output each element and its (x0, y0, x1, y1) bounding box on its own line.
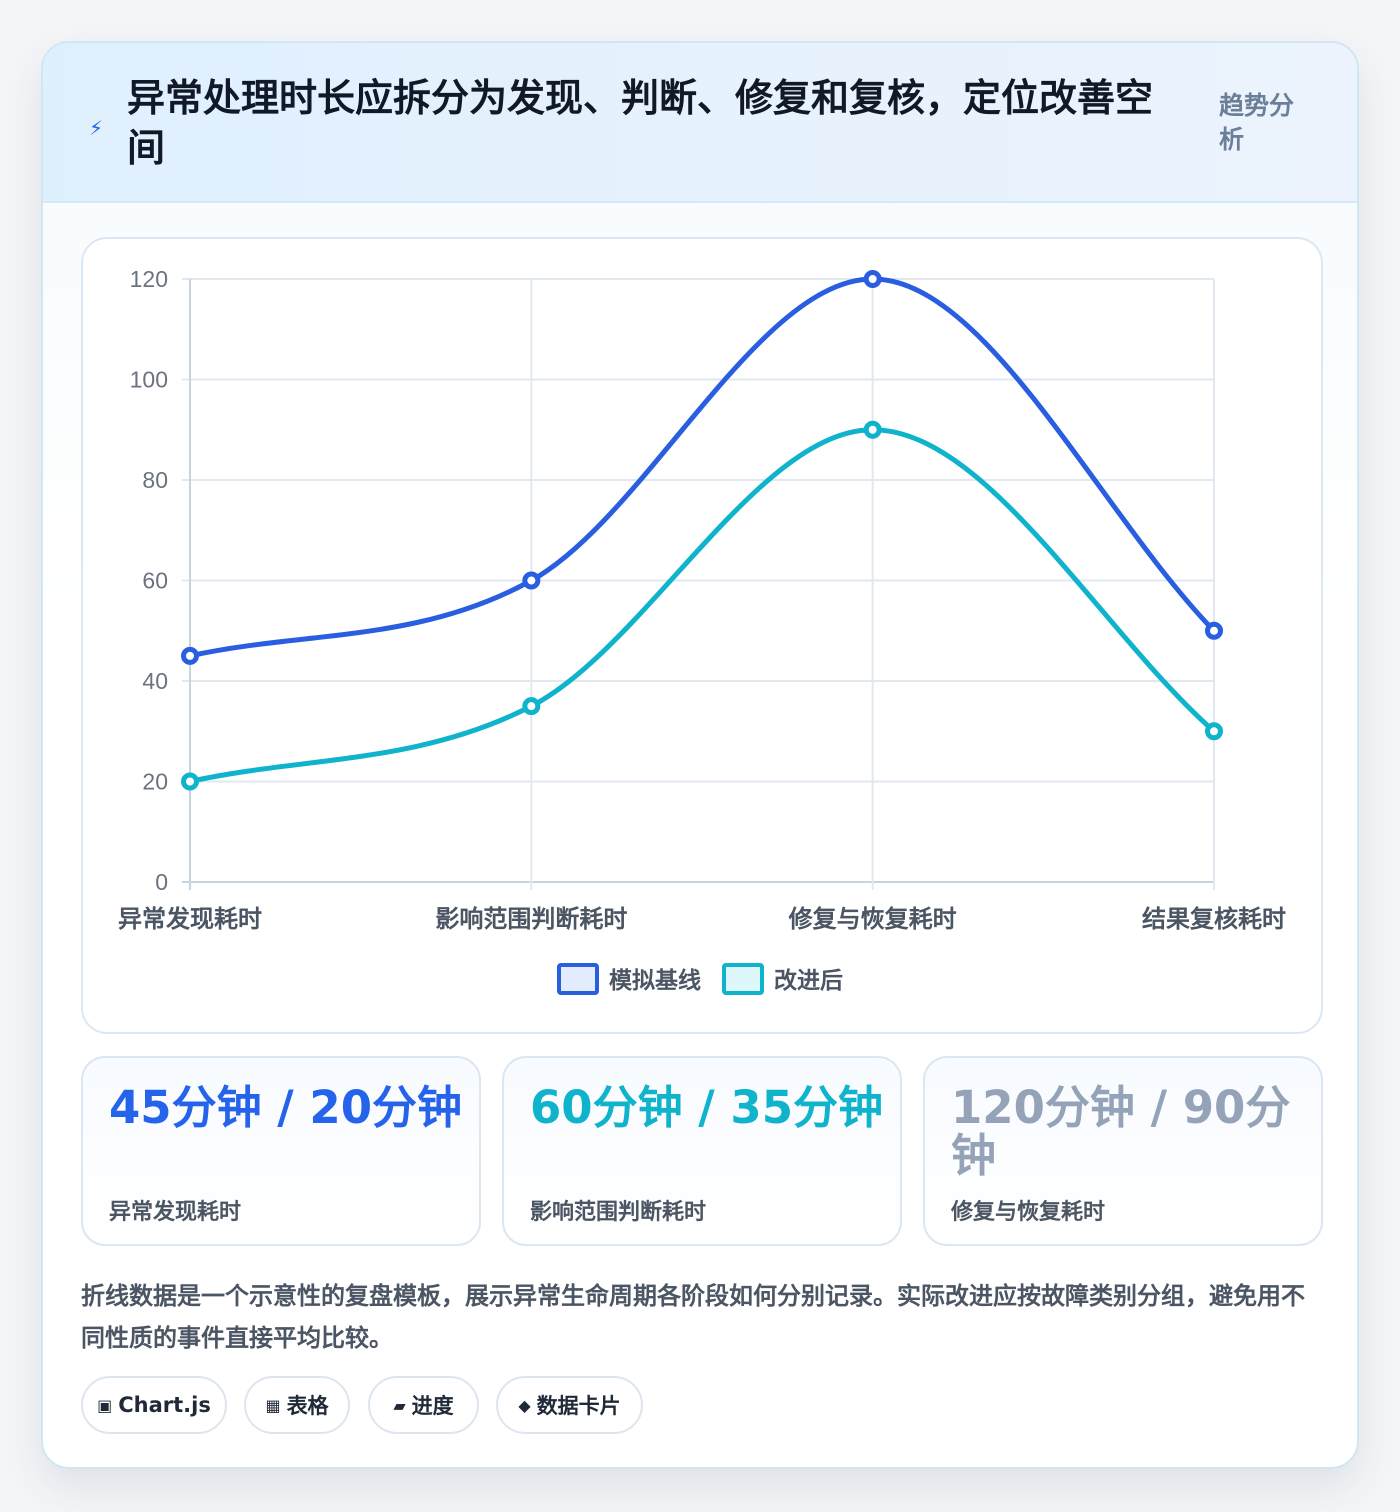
tag-label: 数据卡片 (536, 1394, 621, 1418)
data-point (522, 697, 541, 716)
stat-label-1: 异常发现耗时 (109, 1200, 242, 1225)
data-point (1205, 621, 1223, 640)
legend-label: 改进后 (774, 968, 843, 994)
line-chart-panel: 0 20 40 60 80 100 120 异常发现耗时 影响范围判断耗时 修复与恢复耗时 结果复核… (81, 237, 1323, 1034)
data-point (522, 571, 541, 590)
square-icon: ▣ (97, 1395, 113, 1415)
data-point (863, 270, 882, 288)
x-tick-label: 结果复核耗时 (1142, 905, 1286, 933)
tag-table[interactable]: ▦ 表格 (244, 1376, 350, 1434)
page-title: 异常处理时长应拆分为发现、判断、修复和复核，定位改善空间 (127, 76, 1154, 170)
line-chart: 0 20 40 60 80 100 120 异常发现耗时 影响范围判断耗时 修复与恢复耗时 结果复核… (118, 266, 1286, 995)
series-line-2 (187, 427, 1217, 784)
stat-value-3: 120分钟 / 90分钟 (951, 1081, 1291, 1182)
y-tick-label: 100 (130, 367, 168, 393)
stat-card-2: 60分钟 / 35分钟 影响范围判断耗时 (502, 1056, 902, 1246)
legend-swatch (557, 963, 599, 995)
stat-value-2: 60分钟 / 35分钟 (530, 1081, 884, 1134)
data-point (1205, 722, 1223, 741)
x-tick-label: 异常发现耗时 (118, 905, 262, 933)
tag-data-card[interactable]: ◆ 数据卡片 (496, 1376, 643, 1434)
y-tick-label: 0 (155, 869, 168, 895)
tag-label: 表格 (286, 1394, 329, 1418)
tag-label: Chart.js (118, 1393, 211, 1417)
y-tick-label: 60 (142, 568, 168, 594)
tag-label: 进度 (411, 1394, 454, 1418)
y-tick-label: 20 (142, 769, 168, 795)
tag-chartjs[interactable]: ▣ Chart.js (81, 1376, 227, 1434)
x-tick-label: 修复与恢复耗时 (788, 905, 957, 933)
stat-card-1: 45分钟 / 20分钟 异常发现耗时 (81, 1056, 481, 1246)
description-text: 折线数据是一个示意性的复盘模板，展示异常生命周期各阶段如何分别记录。实际改进应按… (81, 1282, 1305, 1352)
diamond-icon: ◆ (518, 1395, 531, 1415)
y-tick-label: 120 (130, 266, 168, 292)
lightning-icon: ⚡ (88, 116, 104, 140)
data-point (863, 420, 882, 439)
data-point (181, 646, 199, 665)
legend-swatch (722, 963, 764, 995)
x-tick-label: 影响范围判断耗时 (435, 905, 627, 933)
y-tick-label: 80 (142, 467, 168, 493)
series-line-1 (187, 276, 1217, 659)
header-tag: 趋势分析 (1219, 91, 1295, 154)
report-card: ⚡ 异常处理时长应拆分为发现、判断、修复和复核，定位改善空间 趋势分析 0 20 4… (41, 41, 1359, 1469)
stat-label-3: 修复与恢复耗时 (951, 1200, 1106, 1225)
progress-icon: ▰ (393, 1395, 406, 1415)
stat-label-2: 影响范围判断耗时 (530, 1200, 707, 1225)
tag-progress[interactable]: ▰ 进度 (368, 1376, 479, 1434)
card-header: ⚡ 异常处理时长应拆分为发现、判断、修复和复核，定位改善空间 趋势分析 (43, 43, 1357, 203)
stat-card-3: 120分钟 / 90分钟 修复与恢复耗时 (923, 1056, 1323, 1246)
legend-label: 模拟基线 (609, 967, 701, 994)
data-point (181, 772, 199, 791)
table-icon: ▦ (265, 1395, 281, 1415)
stat-value-1: 45分钟 / 20分钟 (109, 1081, 463, 1134)
y-tick-label: 40 (142, 668, 168, 694)
